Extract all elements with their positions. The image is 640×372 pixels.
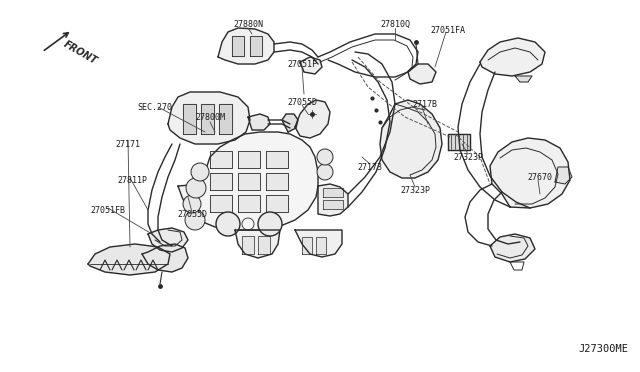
Polygon shape — [408, 64, 436, 84]
Circle shape — [317, 149, 333, 165]
Circle shape — [216, 212, 240, 236]
Text: 27880N: 27880N — [233, 19, 263, 29]
Circle shape — [183, 195, 201, 213]
Text: 27055D: 27055D — [177, 209, 207, 218]
Text: 27323P: 27323P — [400, 186, 430, 195]
Polygon shape — [235, 230, 280, 258]
Polygon shape — [300, 57, 322, 74]
Polygon shape — [282, 114, 298, 132]
Polygon shape — [490, 234, 535, 262]
Polygon shape — [266, 173, 288, 190]
Polygon shape — [295, 230, 342, 257]
Text: 27173: 27173 — [358, 163, 383, 171]
Polygon shape — [238, 151, 260, 168]
Polygon shape — [490, 138, 570, 208]
Polygon shape — [266, 195, 288, 212]
Polygon shape — [258, 236, 270, 254]
Polygon shape — [201, 104, 214, 134]
Text: FRONT: FRONT — [62, 39, 99, 66]
Polygon shape — [183, 104, 196, 134]
Polygon shape — [210, 195, 232, 212]
Polygon shape — [238, 173, 260, 190]
Polygon shape — [250, 36, 262, 56]
Polygon shape — [316, 237, 326, 254]
Polygon shape — [295, 100, 330, 138]
Polygon shape — [248, 114, 270, 130]
Text: 27670: 27670 — [527, 173, 552, 182]
Polygon shape — [448, 134, 470, 150]
Polygon shape — [148, 228, 188, 252]
Text: 27051FA: 27051FA — [431, 26, 465, 35]
Polygon shape — [555, 167, 572, 184]
Polygon shape — [480, 38, 545, 76]
Polygon shape — [88, 244, 170, 275]
Circle shape — [185, 210, 205, 230]
Polygon shape — [210, 151, 232, 168]
Text: 27323P: 27323P — [453, 153, 483, 161]
Polygon shape — [266, 151, 288, 168]
Circle shape — [191, 163, 209, 181]
Polygon shape — [515, 76, 532, 82]
Text: 27171: 27171 — [115, 140, 141, 148]
Text: 27051FB: 27051FB — [90, 205, 125, 215]
Text: SEC.270: SEC.270 — [138, 103, 173, 112]
Polygon shape — [302, 237, 312, 254]
Circle shape — [317, 164, 333, 180]
Polygon shape — [238, 195, 260, 212]
Polygon shape — [323, 188, 343, 197]
Polygon shape — [232, 36, 244, 56]
Polygon shape — [242, 236, 254, 254]
Text: J27300ME: J27300ME — [578, 344, 628, 354]
Text: 27811P: 27811P — [117, 176, 147, 185]
Text: 27055D: 27055D — [287, 97, 317, 106]
Circle shape — [258, 212, 282, 236]
Text: 27810Q: 27810Q — [380, 19, 410, 29]
Polygon shape — [142, 244, 188, 272]
Text: 2717B: 2717B — [413, 99, 438, 109]
Text: 27051F: 27051F — [287, 60, 317, 68]
Polygon shape — [178, 132, 318, 230]
Polygon shape — [218, 28, 274, 64]
Polygon shape — [380, 100, 442, 178]
Text: 27800M: 27800M — [195, 112, 225, 122]
Polygon shape — [210, 173, 232, 190]
Polygon shape — [323, 200, 343, 209]
Polygon shape — [318, 184, 348, 216]
Polygon shape — [219, 104, 232, 134]
Polygon shape — [168, 92, 250, 144]
Circle shape — [186, 178, 206, 198]
